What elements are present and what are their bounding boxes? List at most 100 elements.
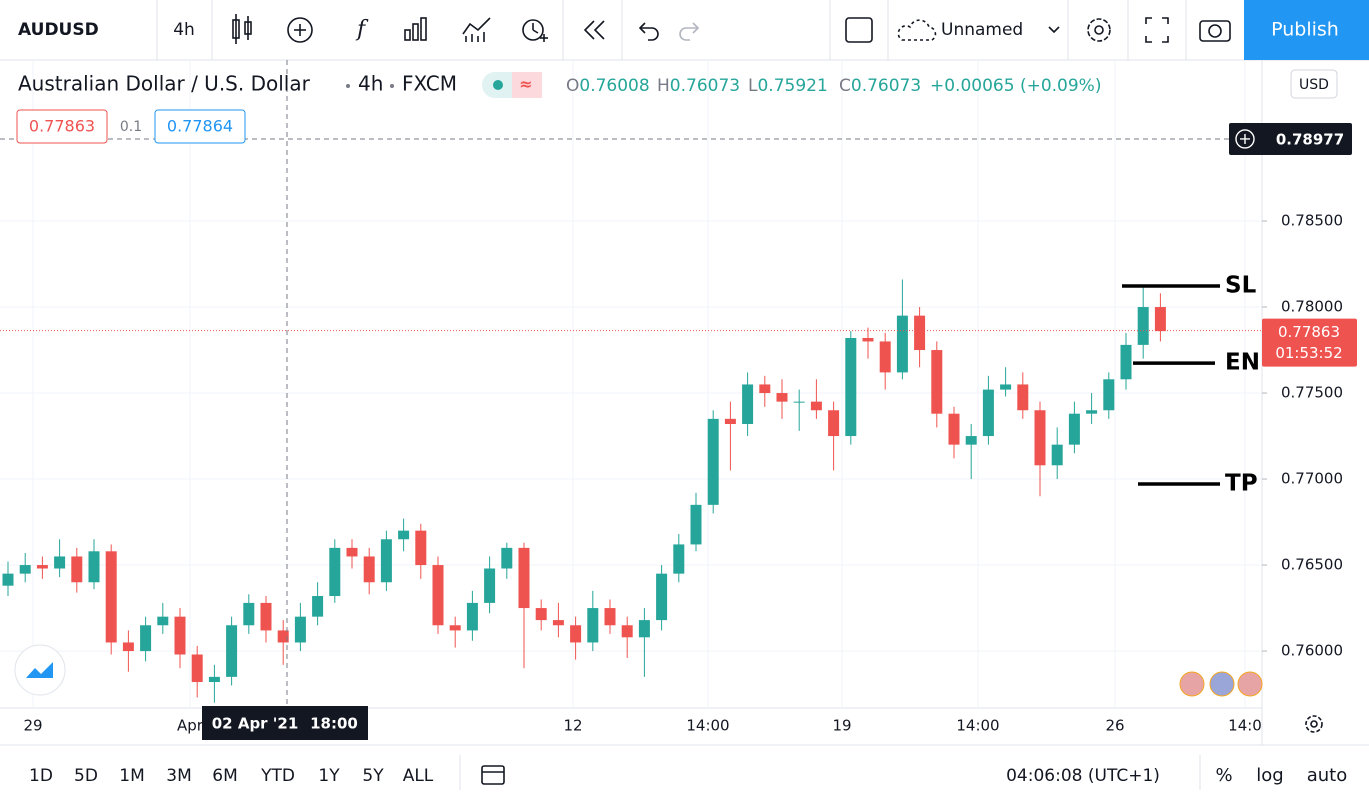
redo-icon[interactable] [679, 22, 700, 41]
interval[interactable]: 4h [173, 20, 195, 40]
candle-body [2, 573, 14, 586]
tv-logo-mark [26, 662, 53, 678]
crosshair-price-label: 0.78977 [1276, 130, 1344, 148]
candle-body [260, 602, 272, 631]
ohlc-value: 0.76073 [670, 76, 740, 96]
crosshair-add-plus[interactable] [1240, 133, 1250, 144]
scale-options: % log auto [1215, 765, 1347, 786]
status-pill-right[interactable] [512, 72, 542, 98]
candle-body [71, 556, 83, 583]
candle-body [36, 565, 48, 569]
buy-price[interactable]: 0.77864 [167, 117, 233, 136]
templates-icon[interactable] [404, 17, 427, 41]
range-button[interactable]: 6M [212, 766, 237, 786]
x-tick-label: 14:0 [1228, 717, 1262, 735]
y-tick-label: 0.76500 [1281, 556, 1343, 574]
axis-settings-icon[interactable] [1305, 715, 1323, 733]
candles [2, 279, 1166, 703]
layout-name[interactable]: Unnamed [941, 20, 1023, 40]
legend-exchange: FXCM [402, 72, 457, 96]
y-tick-label: 0.76000 [1281, 642, 1343, 660]
candle-body [484, 568, 496, 603]
candle-body [724, 418, 736, 425]
symbol[interactable]: AUDUSD [18, 20, 99, 40]
range-button[interactable]: 1D [29, 766, 53, 786]
candle-body [1017, 384, 1029, 411]
fullscreen-icon[interactable] [1145, 17, 1169, 43]
toolbar-separators [156, 0, 1187, 60]
range-button[interactable]: 1M [119, 766, 144, 786]
undo-icon[interactable] [638, 22, 659, 41]
overlay: 0.77863 01:53:52 0.78977 02 Apr '21 18:00 SL E… [0, 60, 1357, 740]
settings-icon[interactable] [1087, 18, 1111, 42]
candle-body [810, 401, 822, 411]
candle-body [690, 504, 702, 545]
x-tick-label: Apr [177, 717, 204, 735]
crosshair-price-box [1229, 122, 1352, 155]
tv-logo[interactable] [14, 644, 66, 696]
candle-body [157, 616, 169, 626]
clock[interactable]: 04:06:08 (UTC+1) [1006, 766, 1160, 786]
y-tick-label: 0.77500 [1281, 384, 1343, 402]
sell-button[interactable] [16, 109, 108, 144]
range-button[interactable]: 5D [74, 766, 98, 786]
candle-body [776, 393, 788, 402]
candle-icon[interactable] [232, 14, 252, 44]
candle-body [294, 616, 306, 643]
legend-title: Australian Dollar / U.S. Dollar [18, 72, 311, 96]
candle-body [570, 625, 582, 643]
candle-body [896, 315, 908, 373]
candle-body [277, 630, 289, 643]
candle-body [312, 596, 324, 617]
range-button[interactable]: 1Y [318, 766, 340, 786]
compare-icon[interactable] [462, 17, 491, 42]
scale-option[interactable]: auto [1307, 765, 1348, 786]
level-label: SL [1225, 273, 1257, 299]
range-button[interactable]: 3M [166, 766, 191, 786]
candle-body [346, 547, 358, 557]
currency[interactable]: USD [1299, 77, 1329, 93]
crosshair-add-icon[interactable] [1235, 129, 1255, 149]
indicator-add-icon[interactable] [287, 17, 313, 43]
date-range-icon[interactable] [481, 765, 505, 785]
scale-option[interactable]: log [1256, 765, 1283, 786]
candle-body [398, 530, 410, 540]
legend-dot [346, 84, 350, 88]
range-button[interactable]: YTD [260, 766, 295, 786]
publish-button[interactable] [1244, 0, 1369, 60]
candle-body [931, 350, 943, 414]
ohlc-key: C [839, 76, 851, 96]
candle-body [552, 620, 564, 626]
crosshair-time: 18:00 [310, 715, 358, 733]
toolbar [0, 0, 1369, 60]
layout-icon[interactable] [845, 17, 873, 43]
ohlc-value: 0.76073 [851, 76, 921, 96]
range-buttons: 1D 5D 1M 3M 6M YTD 1Y 5Y ALL [29, 766, 434, 786]
buy-button[interactable] [154, 109, 246, 144]
last-price-box [1262, 318, 1357, 367]
replay-icon[interactable] [583, 20, 605, 40]
snapshot-icon[interactable] [1199, 20, 1231, 42]
grid [0, 60, 1267, 708]
candle-body [879, 341, 891, 373]
candle-body [948, 413, 960, 445]
alert-icon[interactable] [522, 19, 548, 42]
currency-box[interactable] [1290, 69, 1338, 99]
candle-body [638, 620, 650, 638]
level-label: EN [1225, 350, 1260, 376]
candle-body [673, 544, 685, 574]
range-button[interactable]: 5Y [362, 766, 384, 786]
delay-icon: ≈ [519, 75, 532, 94]
publish-label[interactable]: Publish [1271, 19, 1339, 41]
change: +0.00065 (+0.09%) [930, 76, 1101, 96]
candle-body [1137, 307, 1149, 345]
candle-body [449, 625, 461, 631]
scale-option[interactable]: % [1215, 765, 1232, 786]
sell-price[interactable]: 0.77863 [29, 117, 95, 136]
range-button[interactable]: ALL [403, 766, 434, 786]
candle-body [518, 547, 530, 609]
candle-body [432, 565, 444, 626]
dropdown-arrow[interactable] [1048, 26, 1060, 34]
